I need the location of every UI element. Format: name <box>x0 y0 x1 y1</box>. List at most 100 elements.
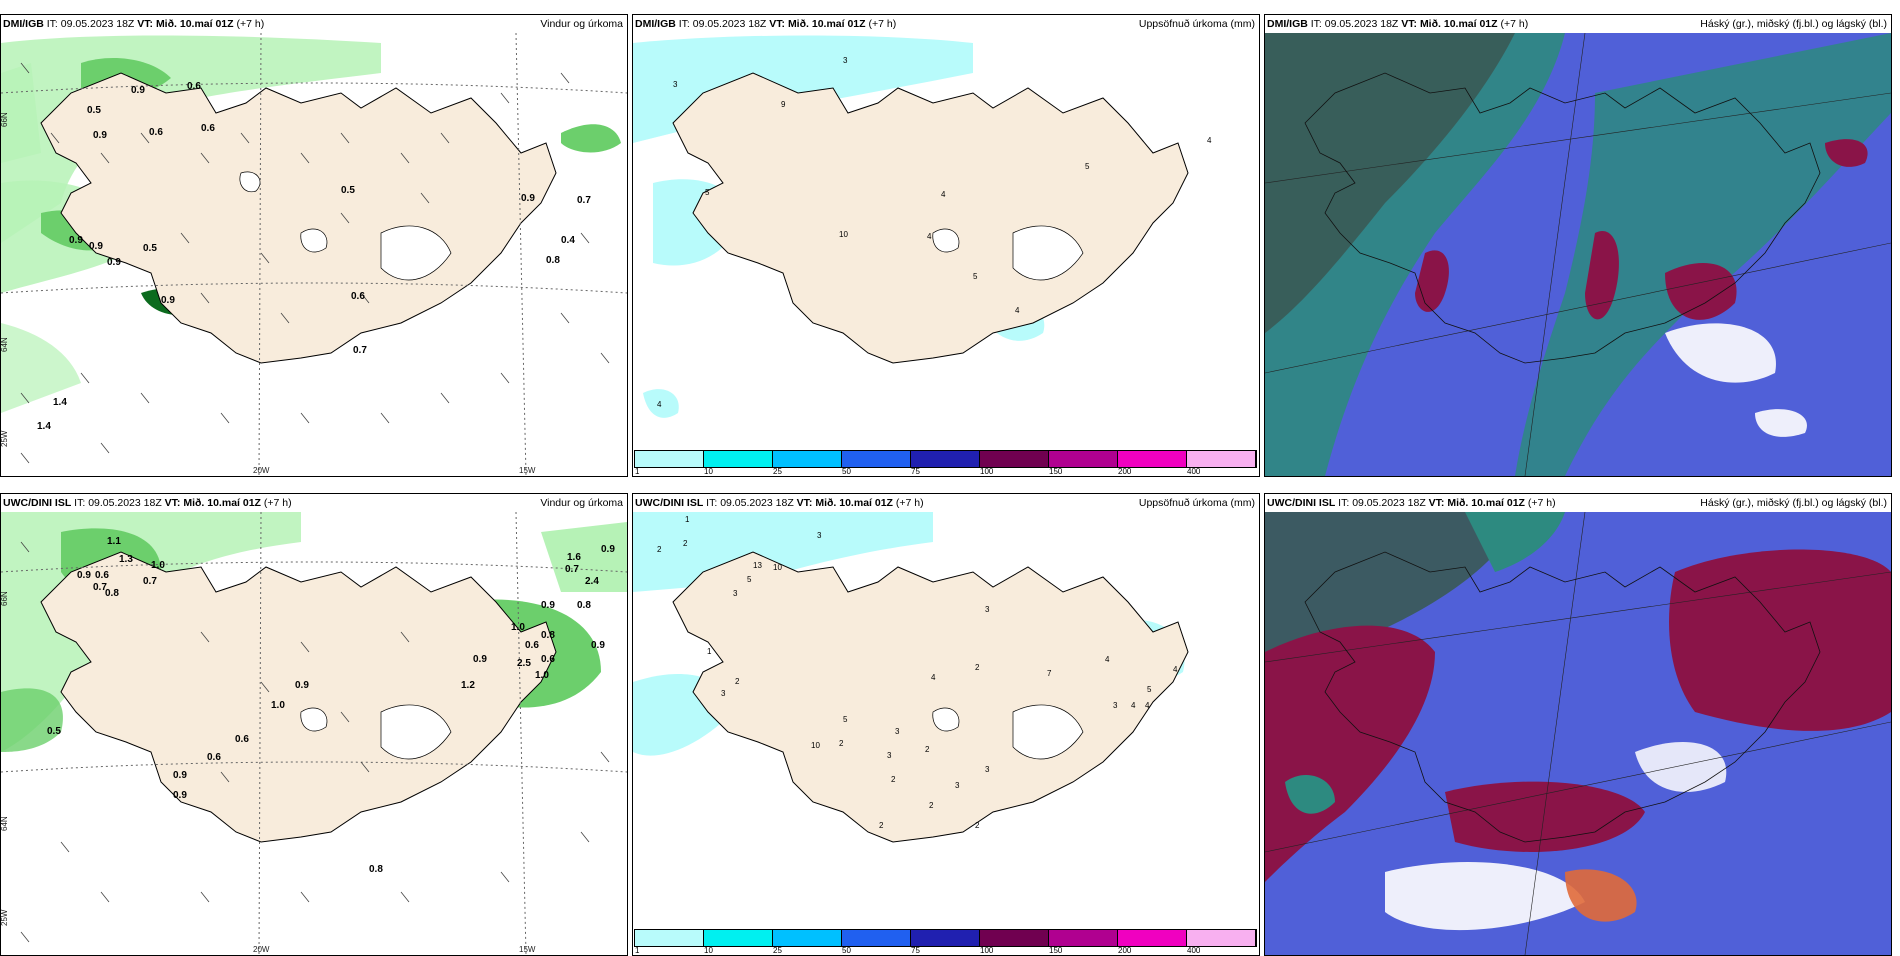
model-name: UWC/DINI ISL <box>1267 497 1336 509</box>
map-svg: 3 3 9 5 5 4 4 10 4 5 4 4 <box>633 33 1259 476</box>
glacier <box>932 228 960 253</box>
precip-label: 3 <box>673 80 678 89</box>
cloud-area <box>1565 869 1637 922</box>
colorbar-tick: 25 <box>773 467 782 476</box>
vt-value: Mið. 10.maí 01Z <box>815 497 893 509</box>
map-area[interactable]: 0.6 0.9 0.5 0.9 0.6 0.6 0.5 0.9 0.9 0.5 … <box>1 33 627 476</box>
vt-label: VT: <box>769 18 786 30</box>
panel-header: DMI/IGB IT: 09.05.2023 18Z VT: Mið. 10.m… <box>1 15 627 33</box>
it-label: IT: <box>706 497 718 509</box>
precip-area <box>1 323 81 413</box>
vt-value: Mið. 10.maí 01Z <box>1419 18 1498 30</box>
glacier <box>1012 225 1084 281</box>
map-area[interactable] <box>1265 33 1891 476</box>
colorbar-tick: 75 <box>911 946 920 955</box>
colorbar-tick: 400 <box>1187 467 1201 476</box>
precip-label: 3 <box>1113 701 1118 710</box>
precip-label: 3 <box>955 781 960 790</box>
colorbar-ticks: 1 10 25 50 75 100 150 200 400 <box>634 946 1259 955</box>
precip-label: 7 <box>1047 669 1052 678</box>
it-value: 09.05.2023 18Z <box>88 497 162 509</box>
clear-area <box>1755 409 1807 437</box>
precip-label: 10 <box>773 563 782 572</box>
colorbar-tick: 150 <box>1049 946 1063 955</box>
panel-dmi-accum-precip: DMI/IGB IT: 09.05.2023 18Z VT: Mið. 10.m… <box>632 14 1260 477</box>
map-area[interactable]: 1 3 2 2 13 10 5 3 2 3 3 2 1 5 7 4 3 10 2… <box>633 512 1259 955</box>
precip-label: 0.9 <box>131 85 145 96</box>
vt-value: Mið. 10.maí 01Z <box>183 497 261 509</box>
precip-label: 0.5 <box>143 243 157 254</box>
iceland-outline <box>1304 72 1821 364</box>
panel-header: UWC/DINI ISL IT: 09.05.2023 18Z VT: Mið.… <box>1265 494 1891 512</box>
precip-label: 0.6 <box>201 123 215 134</box>
precip-label: 3 <box>895 727 900 736</box>
cloud-area <box>1665 263 1737 320</box>
vt-value: Mið. 10.maí 01Z <box>787 18 866 30</box>
panel-header: UWC/DINI ISL IT: 09.05.2023 18Z VT: Mið.… <box>1 494 627 512</box>
colorbar-swatch <box>1187 930 1256 946</box>
map-svg: 1.1 1.3 1.0 0.9 0.6 0.7 0.8 0.7 0.9 1.6 … <box>1 512 627 955</box>
longitude-line <box>258 33 262 476</box>
precip-label: 0.9 <box>93 130 107 141</box>
precip-label: 5 <box>1085 162 1090 171</box>
lon-label: 15W <box>519 466 536 475</box>
precip-label: 4 <box>1015 306 1020 315</box>
grid-line <box>1265 33 1891 476</box>
it-value: 09.05.2023 18Z <box>60 18 135 30</box>
lat-label: 66N <box>1 112 9 127</box>
vt-value: Mið. 10.maí 01Z <box>1447 497 1525 509</box>
precip-label: 0.6 <box>541 654 555 665</box>
precip-label: 0.6 <box>207 752 221 763</box>
map-area[interactable]: 1.1 1.3 1.0 0.9 0.6 0.7 0.8 0.7 0.9 1.6 … <box>1 512 627 955</box>
clear-area <box>1635 742 1727 792</box>
cloud-area <box>1669 549 1891 731</box>
lon-label: 20W <box>253 466 270 475</box>
colorbar-tick: 50 <box>842 467 851 476</box>
precip-label: 1.2 <box>461 680 475 691</box>
panel-header: UWC/DINI ISL IT: 09.05.2023 18Z VT: Mið.… <box>633 494 1259 512</box>
colorbar-tick: 200 <box>1118 946 1132 955</box>
precip-label: 4 <box>941 190 946 199</box>
precip-label: 0.9 <box>107 257 121 268</box>
colorbar-swatch <box>1187 451 1256 467</box>
precip-label: 0.7 <box>353 345 367 356</box>
lead-time: (+7 h) <box>895 497 924 509</box>
precip-label: 0.8 <box>546 255 560 266</box>
precip-label: 2.4 <box>585 576 599 587</box>
panel-dmi-clouds: DMI/IGB IT: 09.05.2023 18Z VT: Mið. 10.m… <box>1264 14 1892 477</box>
precip-label: 4 <box>1145 701 1150 710</box>
precip-label: 0.8 <box>369 864 383 875</box>
precip-label: 13 <box>753 561 762 570</box>
colorbar-swatch <box>704 451 773 467</box>
lead-time: (+7 h) <box>1527 497 1556 509</box>
lat-label: 64N <box>1 816 9 831</box>
precip-label: 5 <box>705 188 710 197</box>
precip-label: 1.4 <box>37 421 51 432</box>
precip-label: 1.4 <box>53 397 67 408</box>
clear-area <box>1665 323 1776 383</box>
colorbar-tick: 200 <box>1118 467 1132 476</box>
glacier <box>239 171 261 193</box>
precip-label: 0.8 <box>105 588 119 599</box>
colorbar-swatch <box>1049 930 1118 946</box>
precip-label: 4 <box>1207 136 1212 145</box>
wind-barbs <box>20 62 610 464</box>
glacier <box>380 225 452 281</box>
precip-label: 0.8 <box>577 600 591 611</box>
precip-label: 0.5 <box>341 185 355 196</box>
map-area[interactable]: 3 3 9 5 5 4 4 10 4 5 4 4 1 10 25 50 75 100 150… <box>633 33 1259 476</box>
cloud-area <box>1285 774 1335 814</box>
cloud-area <box>1265 512 1525 662</box>
colorbar-tick: 75 <box>911 467 920 476</box>
precip-label: 0.6 <box>351 291 365 302</box>
cloud-area <box>1825 139 1868 167</box>
it-label: IT: <box>46 18 58 30</box>
glacier <box>1012 704 1084 760</box>
panel-title: Vindur og úrkoma <box>540 18 623 30</box>
colorbar-swatch <box>773 930 842 946</box>
cloud-area <box>1265 33 1515 333</box>
precip-label: 2 <box>839 739 844 748</box>
map-area[interactable] <box>1265 512 1891 955</box>
it-value: 09.05.2023 18Z <box>720 497 794 509</box>
wind-barbs <box>20 541 610 943</box>
